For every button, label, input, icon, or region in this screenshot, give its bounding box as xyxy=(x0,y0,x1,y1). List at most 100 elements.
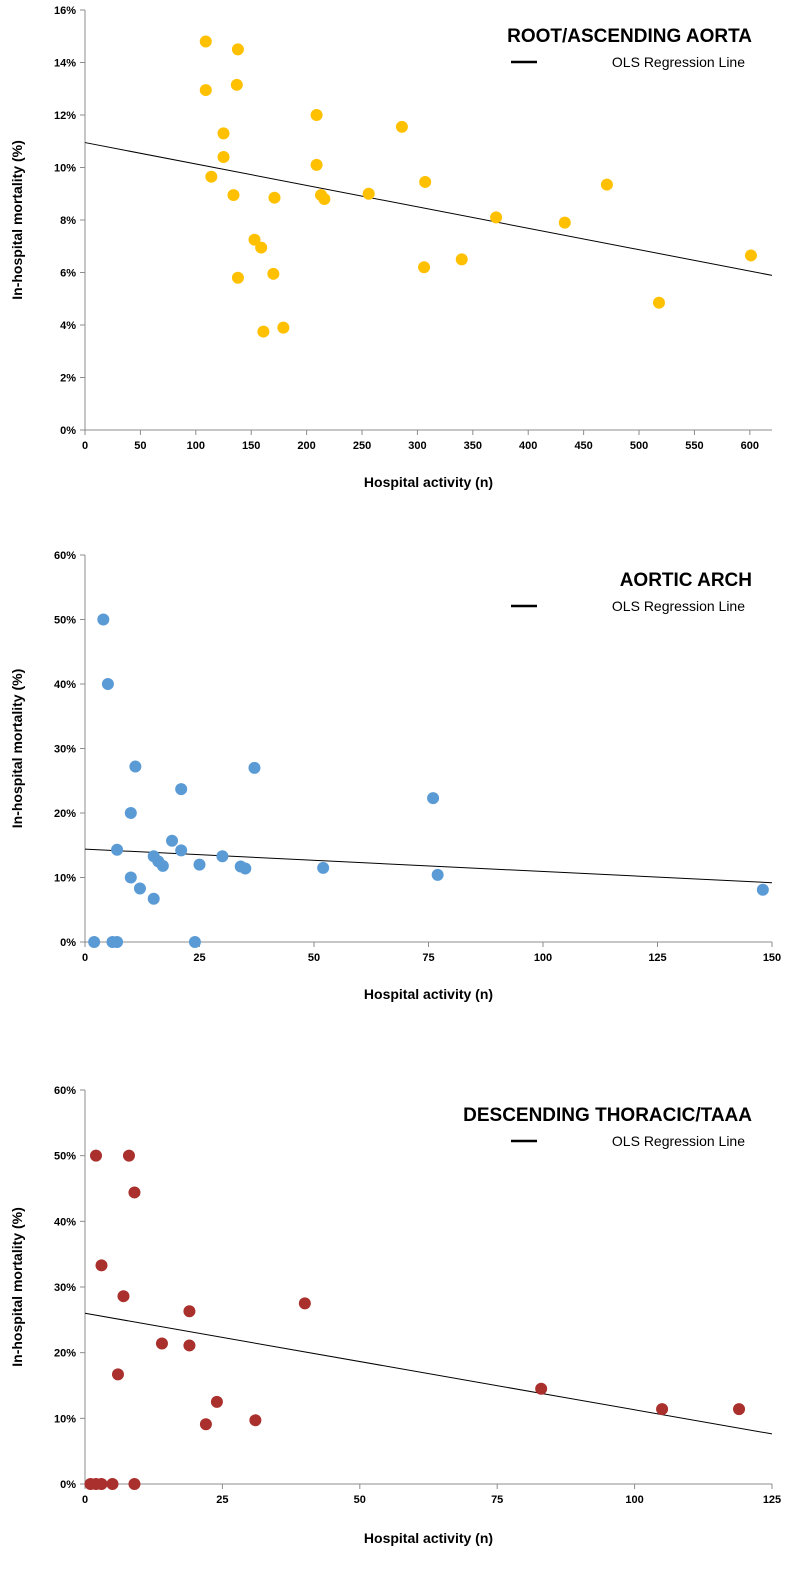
x-tick-label: 0 xyxy=(82,952,88,964)
data-point xyxy=(318,193,331,205)
data-point xyxy=(257,325,270,338)
x-tick-label: 100 xyxy=(534,952,552,964)
data-point xyxy=(277,321,290,334)
data-point xyxy=(175,783,188,796)
x-tick-label: 150 xyxy=(242,440,260,452)
data-point xyxy=(733,1403,746,1416)
data-point xyxy=(128,1186,141,1199)
x-tick-label: 150 xyxy=(763,952,781,964)
data-point xyxy=(111,843,124,856)
data-point xyxy=(97,613,110,626)
data-point xyxy=(395,120,408,133)
data-point xyxy=(310,109,323,121)
x-tick-label: 100 xyxy=(187,440,205,452)
data-point xyxy=(129,760,142,773)
y-tick-label: 20% xyxy=(54,808,76,820)
data-point xyxy=(199,1418,212,1431)
legend-label: OLS Regression Line xyxy=(612,54,745,70)
legend-label: OLS Regression Line xyxy=(612,598,745,614)
data-point xyxy=(535,1382,548,1395)
y-tick-label: 2% xyxy=(60,373,76,385)
y-tick-label: 14% xyxy=(54,58,76,70)
x-tick-label: 125 xyxy=(648,952,666,964)
y-tick-label: 0% xyxy=(60,425,76,437)
x-tick-label: 100 xyxy=(625,1494,643,1506)
x-axis-title: Hospital activity (n) xyxy=(364,474,493,490)
data-point xyxy=(124,871,137,884)
data-point xyxy=(249,1414,262,1427)
data-point xyxy=(268,191,281,204)
y-tick-label: 8% xyxy=(60,215,76,227)
data-point xyxy=(248,761,261,774)
data-point xyxy=(128,1478,141,1490)
x-tick-label: 300 xyxy=(408,440,426,452)
data-point xyxy=(427,792,440,805)
x-tick-label: 550 xyxy=(685,440,703,452)
y-tick-label: 10% xyxy=(54,163,76,175)
y-tick-label: 10% xyxy=(54,873,76,885)
y-tick-label: 4% xyxy=(60,320,76,332)
y-tick-label: 50% xyxy=(54,615,76,627)
y-tick-label: 16% xyxy=(54,5,76,17)
x-tick-label: 50 xyxy=(308,952,320,964)
data-point xyxy=(756,883,769,896)
data-point xyxy=(183,1305,196,1318)
x-tick-label: 250 xyxy=(353,440,371,452)
x-tick-label: 125 xyxy=(763,1494,781,1506)
data-point xyxy=(95,1259,108,1272)
scatter-chart-3: 0% 10% 20% 30% 40% 50% 60% 0 25 50 75 100 125 Hospita… xyxy=(9,1085,781,1546)
data-point xyxy=(124,807,137,819)
data-point xyxy=(231,271,244,284)
data-point xyxy=(227,189,240,202)
data-point xyxy=(117,1290,130,1303)
y-tick-label: 6% xyxy=(60,268,76,280)
data-point xyxy=(248,233,261,246)
data-point xyxy=(133,882,146,895)
y-tick-label: 30% xyxy=(54,1282,76,1294)
y-tick-label: 60% xyxy=(54,1085,76,1097)
x-tick-label: 450 xyxy=(574,440,592,452)
data-point xyxy=(217,151,230,163)
data-point xyxy=(166,834,179,847)
legend-label: OLS Regression Line xyxy=(612,1133,745,1149)
x-tick-label: 50 xyxy=(134,440,146,452)
data-point xyxy=(298,1297,311,1310)
data-point xyxy=(147,892,160,905)
data-point xyxy=(231,43,244,56)
data-point xyxy=(455,253,468,266)
regression-line xyxy=(84,142,773,276)
y-tick-label: 0% xyxy=(60,937,76,949)
data-point xyxy=(188,936,201,948)
data-point xyxy=(210,1395,223,1408)
data-point xyxy=(193,858,206,871)
x-tick-label: 0 xyxy=(82,440,88,452)
x-tick-label: 350 xyxy=(464,440,482,452)
data-point xyxy=(205,170,218,183)
scatter-chart-2: 0% 10% 20% 30% 40% 50% 60% 0 25 50 75 100 125 150 Hosp… xyxy=(9,550,781,1002)
x-tick-label: 25 xyxy=(193,952,205,964)
data-point xyxy=(199,84,212,97)
data-point xyxy=(362,187,375,200)
x-axis-title: Hospital activity (n) xyxy=(364,986,493,1002)
y-axis-title: In-hospital mortality (%) xyxy=(9,669,25,828)
y-tick-label: 12% xyxy=(54,110,76,122)
x-tick-label: 600 xyxy=(741,440,759,452)
scatter-chart-1: 0% 2% 4% 6% 8% 10% 12% 14% 16% 0 50 100 150 200 250 300… xyxy=(9,5,773,490)
data-point xyxy=(89,1149,102,1162)
data-point xyxy=(88,936,101,948)
y-axis-title: In-hospital mortality (%) xyxy=(9,140,25,299)
data-point xyxy=(310,158,323,171)
data-point xyxy=(155,1337,168,1350)
y-tick-label: 50% xyxy=(54,1151,76,1163)
data-point xyxy=(101,678,114,690)
data-point xyxy=(217,127,230,140)
x-tick-label: 200 xyxy=(297,440,315,452)
regression-line xyxy=(84,1312,773,1435)
x-tick-label: 50 xyxy=(354,1494,366,1506)
data-point xyxy=(106,1478,119,1490)
data-point xyxy=(558,216,571,229)
data-point xyxy=(230,78,243,91)
y-axis-title: In-hospital mortality (%) xyxy=(9,1207,25,1366)
x-tick-label: 75 xyxy=(491,1494,503,1506)
